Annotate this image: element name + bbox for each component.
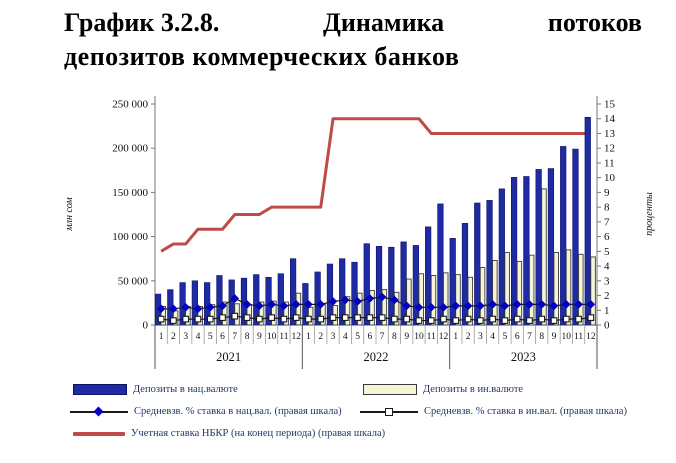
title-part-word1: Динамика: [323, 8, 445, 37]
svg-text:1: 1: [604, 305, 610, 317]
title-part-word2: потоков: [547, 8, 642, 37]
diamond-marker-icon: [93, 406, 104, 417]
axis-titles: млн сом проценты: [64, 192, 655, 236]
svg-text:2: 2: [604, 290, 610, 302]
svg-text:150 000: 150 000: [112, 187, 148, 199]
legend-label-deposits-foreign: Депозиты в ин.валюте: [423, 384, 524, 395]
svg-text:3: 3: [331, 332, 336, 342]
svg-text:50 000: 50 000: [118, 275, 149, 287]
svg-text:11: 11: [574, 332, 583, 342]
svg-text:2: 2: [171, 332, 176, 342]
svg-text:8: 8: [604, 202, 610, 214]
bars-national: [154, 116, 591, 326]
svg-text:12: 12: [586, 332, 596, 342]
svg-text:9: 9: [257, 332, 262, 342]
legend-label-rate-foreign: Средневзв. % ставка в ин.вал. (правая шк…: [424, 406, 627, 417]
svg-text:11: 11: [604, 157, 615, 169]
legend-swatch-policy-rate: [73, 431, 125, 436]
legend-swatch-deposits-national: [73, 384, 127, 395]
svg-text:11: 11: [279, 332, 288, 342]
legend-swatch-rate-foreign: [360, 406, 418, 417]
square-marker-icon: [385, 408, 393, 416]
svg-text:10: 10: [267, 332, 277, 342]
svg-text:6: 6: [515, 332, 520, 342]
svg-text:2023: 2023: [511, 350, 536, 364]
chart-title: График 3.2.8. Динамика потоков депозитов…: [64, 6, 642, 74]
svg-text:250 000: 250 000: [112, 99, 148, 111]
svg-text:10: 10: [604, 172, 616, 184]
chart-title-line1: График 3.2.8. Динамика потоков: [64, 6, 642, 40]
svg-text:2: 2: [466, 332, 471, 342]
svg-text:5: 5: [208, 332, 213, 342]
title-part-number: График 3.2.8.: [64, 8, 220, 37]
svg-text:0: 0: [143, 320, 149, 332]
svg-text:4: 4: [490, 332, 495, 342]
svg-text:13: 13: [604, 128, 616, 140]
legend-label-deposits-national: Депозиты в нац.валюте: [133, 384, 238, 395]
svg-text:14: 14: [604, 113, 616, 125]
legend-item-rate-foreign: Средневзв. % ставка в ин.вал. (правая шк…: [360, 406, 627, 417]
line-foreign-rate: [157, 312, 595, 324]
svg-text:4: 4: [196, 332, 201, 342]
svg-text:200 000: 200 000: [112, 143, 148, 155]
legend-label-rate-national: Средневзв. % ставка в нац.вал. (правая ш…: [134, 406, 342, 417]
svg-text:8: 8: [392, 332, 397, 342]
svg-text:7: 7: [604, 216, 610, 228]
svg-text:7: 7: [527, 332, 532, 342]
svg-text:1: 1: [453, 332, 458, 342]
svg-text:проценты: проценты: [644, 192, 655, 236]
svg-text:5: 5: [503, 332, 508, 342]
legend-item-policy-rate: Учетная ставка НБКР (на конец периода) (…: [73, 428, 385, 439]
svg-text:12: 12: [604, 143, 615, 155]
svg-text:4: 4: [604, 261, 610, 273]
legend-item-rate-national: Средневзв. % ставка в нац.вал. (правая ш…: [70, 406, 342, 417]
svg-text:5: 5: [355, 332, 360, 342]
svg-text:10: 10: [562, 332, 572, 342]
x-axis: 1 2 3 4 5 6 7 8 9 10 11 12 1 2 3 4 5 6 7 8 9 10 11 12 1 2 3 4 5 6 7 8 9 1…: [154, 325, 598, 369]
svg-text:3: 3: [604, 275, 610, 287]
svg-text:3: 3: [478, 332, 483, 342]
svg-text:9: 9: [404, 332, 409, 342]
svg-text:2: 2: [318, 332, 323, 342]
svg-text:12: 12: [439, 332, 449, 342]
svg-text:6: 6: [604, 231, 610, 243]
svg-text:1: 1: [306, 332, 311, 342]
svg-text:0: 0: [604, 320, 610, 332]
bars-foreign: [160, 188, 596, 326]
legend-label-policy-rate: Учетная ставка НБКР (на конец периода) (…: [131, 428, 386, 439]
svg-text:3: 3: [183, 332, 188, 342]
svg-text:млн сом: млн сом: [64, 197, 75, 232]
svg-text:10: 10: [414, 332, 424, 342]
svg-text:12: 12: [291, 332, 301, 342]
svg-text:15: 15: [604, 99, 616, 111]
line-policy-rate: [160, 117, 591, 253]
svg-text:5: 5: [604, 246, 610, 258]
svg-text:9: 9: [604, 187, 610, 199]
legend-item-deposits-national: Депозиты в нац.валюте: [73, 384, 238, 395]
svg-text:7: 7: [380, 332, 385, 342]
svg-text:6: 6: [220, 332, 225, 342]
svg-text:2021: 2021: [216, 350, 241, 364]
svg-text:7: 7: [232, 332, 237, 342]
svg-text:1: 1: [159, 332, 164, 342]
svg-text:6: 6: [367, 332, 372, 342]
legend-swatch-rate-national: [70, 406, 128, 417]
legend-swatch-deposits-foreign: [363, 384, 417, 395]
svg-text:8: 8: [539, 332, 544, 342]
svg-text:9: 9: [552, 332, 557, 342]
chart-title-line2: депозитов коммерческих банков: [64, 42, 460, 71]
line-national-rate: [156, 292, 596, 314]
legend-item-deposits-foreign: Депозиты в ин.валюте: [363, 384, 523, 395]
svg-text:100 000: 100 000: [112, 231, 148, 243]
svg-text:2022: 2022: [364, 350, 389, 364]
svg-text:8: 8: [245, 332, 250, 342]
svg-text:11: 11: [427, 332, 436, 342]
left-axis-ticks: 0 50 000 100 000 150 000 200 000 250 000: [112, 99, 155, 332]
svg-text:4: 4: [343, 332, 348, 342]
